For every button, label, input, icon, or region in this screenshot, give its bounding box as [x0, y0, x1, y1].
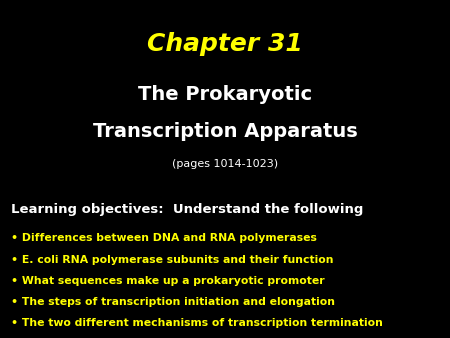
Text: The Prokaryotic: The Prokaryotic [138, 85, 312, 104]
Text: Chapter 31: Chapter 31 [147, 32, 303, 56]
Text: Learning objectives:  Understand the following: Learning objectives: Understand the foll… [11, 203, 364, 216]
Text: (pages 1014-1023): (pages 1014-1023) [172, 159, 278, 169]
Text: Transcription Apparatus: Transcription Apparatus [93, 122, 357, 141]
Text: • What sequences make up a prokaryotic promoter: • What sequences make up a prokaryotic p… [11, 276, 325, 286]
Text: • E. coli RNA polymerase subunits and their function: • E. coli RNA polymerase subunits and th… [11, 255, 334, 265]
Text: • Differences between DNA and RNA polymerases: • Differences between DNA and RNA polyme… [11, 233, 317, 243]
Text: • The steps of transcription initiation and elongation: • The steps of transcription initiation … [11, 297, 335, 307]
Text: • The two different mechanisms of transcription termination: • The two different mechanisms of transc… [11, 318, 383, 329]
